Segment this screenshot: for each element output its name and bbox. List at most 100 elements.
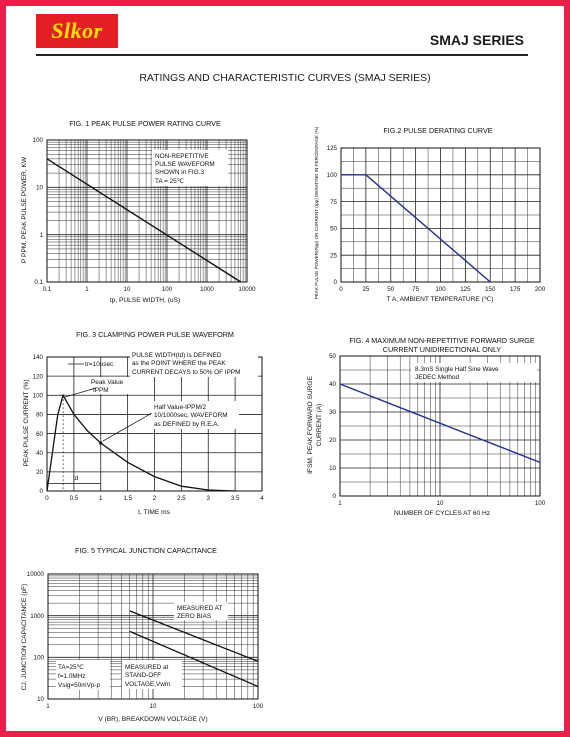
fig3-annotation-line: IPPM xyxy=(93,387,109,394)
fig1-y-tick-label: 1 xyxy=(40,232,44,239)
fig2-y-tick-label: 75 xyxy=(330,199,337,206)
fig4-y-tick-label: 20 xyxy=(329,437,336,444)
fig2-x-tick-label: 175 xyxy=(510,286,521,293)
fig4-ylabel-line: CURRENT (A) xyxy=(316,404,323,447)
fig5-y-tick-label: 1000 xyxy=(30,613,44,620)
fig2-plot-frame xyxy=(340,147,541,283)
fig3-y-tick-label: 20 xyxy=(36,469,43,476)
fig4-y-tick-label: 0 xyxy=(333,493,337,500)
fig3-half-arrow xyxy=(102,412,153,442)
fig1-x-tick-label: 10 xyxy=(124,286,131,293)
fig5-annotation-line: MEASURED AT xyxy=(177,605,222,612)
fig2-x-tick-label: 125 xyxy=(460,286,471,293)
fig5-y-tick-label: 10 xyxy=(37,696,44,703)
fig4-y-tick-label: 30 xyxy=(329,409,336,416)
fig4-title-line: FIG. 4 MAXIMUM NON-REPETITIVE FORWARD SU… xyxy=(349,336,534,345)
fig5-annotation-line: f=1.0MHz xyxy=(58,673,86,680)
fig3-annotation-line: as DEFINED by R.E.A. xyxy=(154,421,220,428)
fig3-title: FIG. 3 CLAMPING POWER PULSE WAVEFORM xyxy=(76,330,234,339)
fig3-annotation-line: 10/1000sec, WAVEFORM xyxy=(154,412,228,419)
fig2-y-tick-label: 50 xyxy=(330,226,337,233)
fig3-ylabel: PEAK PULSE CURRENT (%) xyxy=(23,379,30,466)
fig3-x-tick-label: 3.5 xyxy=(231,495,240,502)
fig4-ylabel-line: IFSM, PEAK FORWARD SURGE xyxy=(307,375,314,473)
fig5-x-tick-label: 100 xyxy=(253,703,264,710)
fig5-y-tick-label: 100 xyxy=(34,655,45,662)
fig4-annotation-line: JEDEC Method xyxy=(415,374,459,381)
fig1-annotation-line: PULSE WAVEFORM xyxy=(155,161,215,168)
fig2-xlabel: T A, AMBIENT TEMPERATURE (℃) xyxy=(387,296,494,303)
fig4-xlabel: NUMBER OF CYCLES AT 60 Hz xyxy=(394,510,490,517)
fig1-annotation: NON-REPETITIVE PULSE WAVEFORM SHOWN in F… xyxy=(152,150,228,186)
fig4-series-line xyxy=(339,383,541,464)
fig1-y-tick-label: 0.1 xyxy=(34,279,43,286)
fig5-series-line xyxy=(129,610,259,663)
fig2-series-line xyxy=(341,174,491,283)
fig3-annotation-line: CURRENT DECAYS to 50% OF IPPM xyxy=(132,369,240,376)
fig2-title: FIG.2 PULSE DERATING CURVE xyxy=(383,126,492,135)
fig1-series-line xyxy=(46,158,242,283)
fig2-x-tick-label: 200 xyxy=(535,286,546,293)
fig2-grid xyxy=(340,147,541,283)
fig3-peak-arrow xyxy=(64,387,97,398)
fig5-annotation-line: TA=25℃ xyxy=(58,664,84,671)
fig3-y-tick-label: 60 xyxy=(36,431,43,438)
fig4-x-tick-label: 10 xyxy=(437,500,444,507)
fig2-y-tick-label: 0 xyxy=(334,279,338,286)
fig3-x-tick-label: 0 xyxy=(45,495,49,502)
fig5-annotation-line: ZERO BIAS xyxy=(177,613,211,620)
fig3-y-tick-label: 40 xyxy=(36,450,43,457)
fig5-plot-frame xyxy=(47,573,259,700)
series-label: SMAJ SERIES xyxy=(429,32,524,48)
fig5-annotation-line: MEASURED at xyxy=(125,664,169,671)
fig1-annotation-line: NON-REPETITIVE xyxy=(155,153,209,160)
fig5-annotation-conditions: TA=25℃ f=1.0MHz Vsig=50mVp-p xyxy=(56,660,110,690)
fig3-annotation-line: PULSE WIDTH(td) is DEFINED xyxy=(132,352,222,359)
fig4-plot-frame xyxy=(339,355,541,497)
fig2-x-tick-label: 0 xyxy=(339,286,343,293)
fig2-y-tick-label: 100 xyxy=(327,172,338,179)
fig3-y-tick-label: 120 xyxy=(33,373,44,380)
fig5-annotation-stand-off: MEASURED at STAND-OFF VOLTAGE,Vwm xyxy=(122,660,182,689)
fig4-annotation: 8.3mS Single Half Sine Wave JEDEC Method xyxy=(411,363,537,382)
fig1-y-tick-label: 10 xyxy=(36,185,43,192)
fig3-x-tick-label: 1 xyxy=(99,495,103,502)
fig5-x-tick-label: 1 xyxy=(46,703,50,710)
fig1-y-tick-label: 100 xyxy=(33,137,44,144)
fig1-xlabel: tp, PULSE WIDTH, (uS) xyxy=(110,297,180,304)
fig3-x-tick-label: 3 xyxy=(207,495,211,502)
fig1-annotation-line: TA = 25℃ xyxy=(155,178,184,185)
fig1-x-tick-label: 1000 xyxy=(200,286,214,293)
fig5-annotation-zero-bias: MEASURED AT ZERO BIAS xyxy=(174,602,228,620)
fig3-x-tick-label: 1.5 xyxy=(123,495,132,502)
fig3-x-tick-label: 0.5 xyxy=(70,495,79,502)
fig4-y-tick-label: 40 xyxy=(329,381,336,388)
fig3-y-tick-label: 100 xyxy=(33,392,44,399)
company-logo: Slkor xyxy=(36,14,118,48)
fig3-annotation-line: as the POINT WHERE the PEAK xyxy=(132,360,226,367)
fig3-x-tick-label: 4 xyxy=(260,495,264,502)
fig3-annotation-line: Half Value-IPPM/2 xyxy=(154,404,207,411)
fig2-x-tick-label: 25 xyxy=(362,286,369,293)
fig3-annotation-tr: tr=10usec xyxy=(85,361,114,368)
fig1-x-tick-label: 1 xyxy=(85,286,89,293)
fig1-x-tick-label: 0.1 xyxy=(43,286,52,293)
fig2-x-tick-label: 150 xyxy=(485,286,496,293)
fig4-x-tick-label: 100 xyxy=(535,500,546,507)
fig5-x-tick-label: 10 xyxy=(150,703,157,710)
fig5-xlabel: V (BR), BREAKDOWN VOLTAGE (V) xyxy=(98,716,207,723)
fig1-ylabel: P PPM, PEAK PULSE POWER, KW xyxy=(21,156,28,263)
fig3-xlabel: t, TIME ms xyxy=(138,509,170,516)
fig3-y-tick-label: 80 xyxy=(36,412,43,419)
fig2-x-tick-label: 75 xyxy=(412,286,419,293)
fig4-y-tick-label: 10 xyxy=(329,465,336,472)
fig5-y-tick-label: 10000 xyxy=(27,571,45,578)
fig5-title: FIG. 5 TYPICAL JUNCTION CAPACITANCE xyxy=(75,546,217,555)
fig3-x-tick-label: 2.5 xyxy=(177,495,186,502)
fig4-title-line: CURRENT UNIDIRECTIONAL ONLY xyxy=(383,345,502,354)
fig1-title: FIG. 1 PEAK PULSE POWER RATING CURVE xyxy=(69,119,221,128)
